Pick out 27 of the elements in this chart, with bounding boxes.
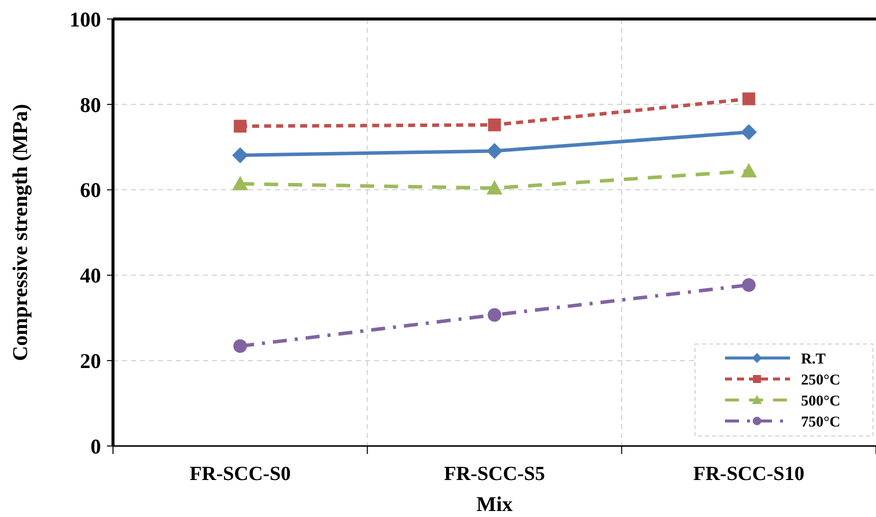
y-axis-title: Compressive strength (MPa) (8, 104, 32, 362)
point (488, 308, 502, 322)
y-tick-label: 80 (80, 92, 101, 117)
x-tick-label: FR-SCC-S5 (444, 463, 546, 485)
legend-label: R.T (801, 351, 826, 368)
point (233, 339, 247, 353)
point (740, 163, 757, 178)
x-tick-label: FR-SCC-S10 (693, 463, 804, 485)
point (232, 147, 248, 164)
y-tick-label: 20 (80, 348, 101, 373)
legend-label: 500°C (801, 393, 840, 410)
point (234, 120, 247, 133)
point (742, 92, 756, 106)
x-axis-title: Mix (476, 492, 514, 516)
x-tick-label: FR-SCC-S0 (190, 463, 291, 485)
legend-label: 750°C (801, 414, 840, 430)
y-tick-label: 60 (80, 178, 101, 202)
point (488, 118, 501, 132)
point (232, 176, 248, 190)
point (486, 142, 502, 159)
y-tick-label: 40 (80, 264, 101, 288)
y-tick-label: 100 (70, 7, 101, 32)
legend-label: 250°C (801, 372, 840, 388)
point (740, 124, 757, 140)
point (742, 278, 756, 292)
point (486, 180, 502, 194)
y-tick-label: 0 (90, 434, 101, 458)
